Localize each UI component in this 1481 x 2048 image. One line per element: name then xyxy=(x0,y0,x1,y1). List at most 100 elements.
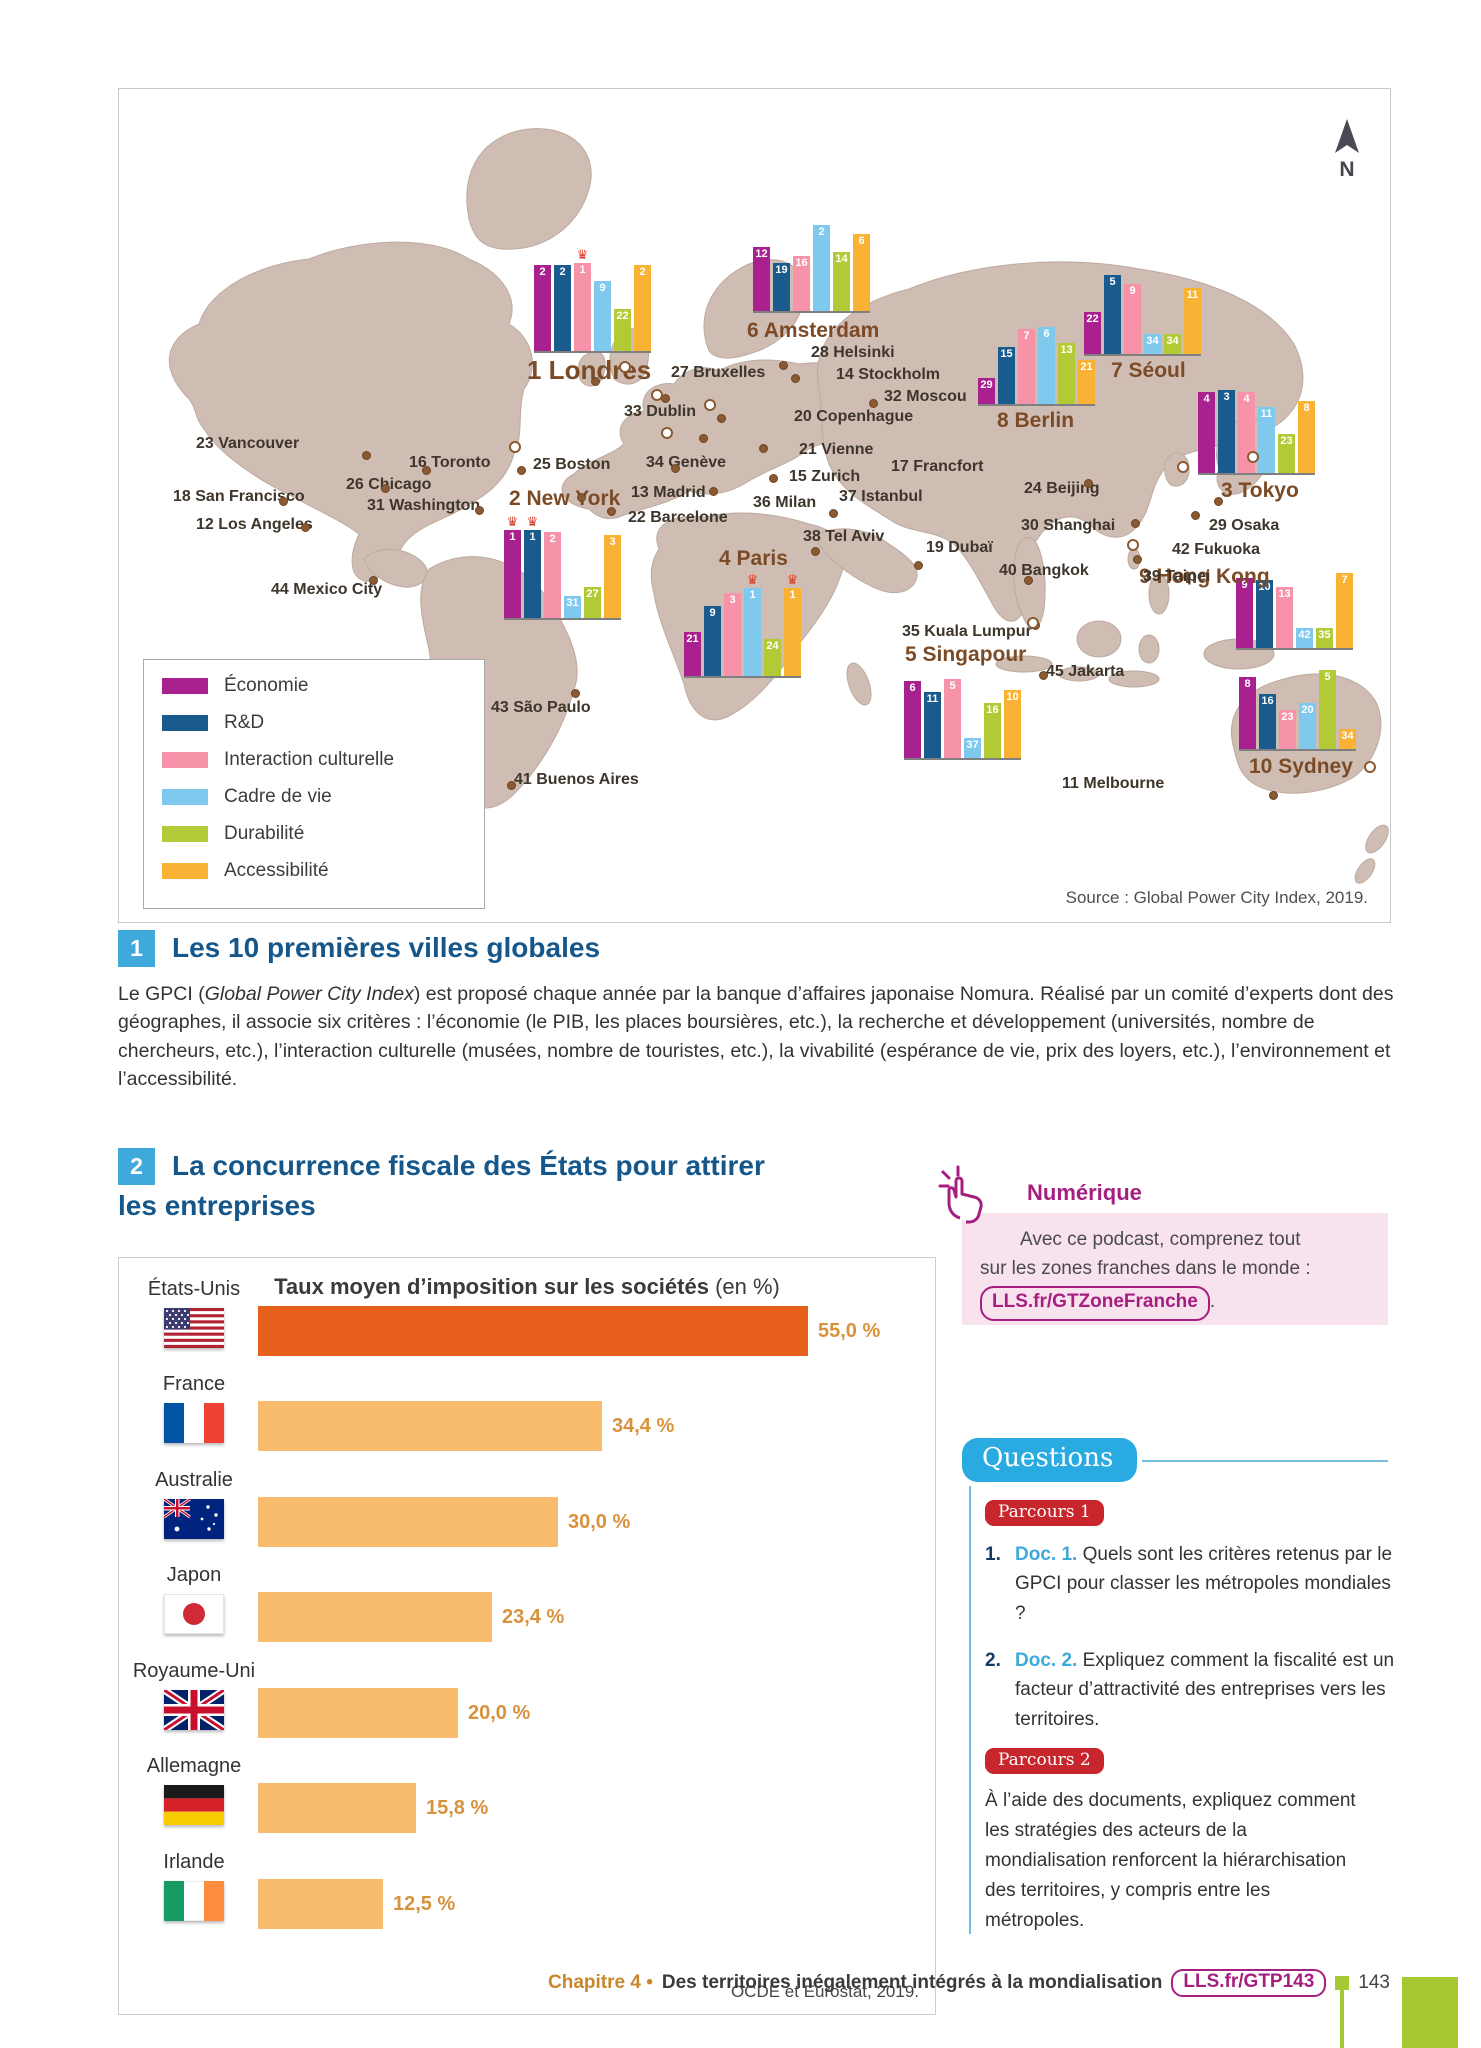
city-dot xyxy=(1024,576,1033,585)
gpci-bar-value: 23 xyxy=(1280,435,1293,447)
flag-france-icon xyxy=(164,1403,224,1443)
city-dot xyxy=(1191,511,1200,520)
gpci-bar: 2 xyxy=(554,265,571,351)
gpci-bar-value: 22 xyxy=(1086,313,1099,325)
city-dot xyxy=(381,484,390,493)
gpci-bar: 31 xyxy=(564,596,581,618)
gpci-bar-value: 6 xyxy=(858,235,865,247)
gpci-bar: 23 xyxy=(1278,434,1295,473)
legend-swatch-rd xyxy=(162,715,208,731)
city-rank-label: 6 Amsterdam xyxy=(747,319,880,342)
city-dot xyxy=(779,361,788,370)
questions-left-rule xyxy=(969,1486,971,1934)
crown-icon: ♛ xyxy=(506,514,519,529)
city-label: 37 Istanbul xyxy=(839,488,923,505)
city-dot xyxy=(607,507,616,516)
tax-bar xyxy=(258,1879,383,1929)
city-label: 21 Vienne xyxy=(799,441,874,458)
country-label: France xyxy=(119,1373,269,1449)
gpci-bar-value: 7 xyxy=(1023,330,1030,342)
gpci-bar: 5 xyxy=(1319,670,1336,749)
gpci-bar-value: 5 xyxy=(1324,671,1331,683)
city-label: 45 Jakarta xyxy=(1046,663,1125,680)
doc1-number-badge: 1 xyxy=(118,930,155,967)
city-ring-dot xyxy=(619,361,631,373)
city-dot xyxy=(914,561,923,570)
city-dot xyxy=(811,547,820,556)
gpci-bar-value: 16 xyxy=(986,704,999,716)
gpci-bar-value: 10 xyxy=(1258,581,1271,593)
gpci-bar: 21 xyxy=(1078,360,1095,404)
gpci-bar-value: 7 xyxy=(1341,574,1348,586)
legend-row: R&D xyxy=(162,712,484,734)
city-rank-label: 5 Singapour xyxy=(905,643,1027,666)
gpci-world-map: N Économie R&D Interaction culturelle Ca… xyxy=(118,88,1391,923)
country-label: Australie xyxy=(119,1469,269,1545)
gpci-city-chart: 1 ♛ 1 ♛ 2 31 27 3 xyxy=(504,515,621,620)
gpci-bar: 3 xyxy=(604,535,621,618)
city-rank-label: 7 Séoul xyxy=(1111,359,1186,382)
gpci-city-chart: 12 19 16 2 14 6 xyxy=(753,216,870,313)
gpci-bar-value: 34 xyxy=(1341,730,1354,742)
legend-row: Accessibilité xyxy=(162,860,484,882)
footer-link-badge[interactable]: LLS.fr/GTP143 xyxy=(1171,1969,1327,1997)
north-label: N xyxy=(1339,158,1355,181)
tax-value-label: 15,8 % xyxy=(426,1797,489,1819)
gpci-bar-value: 3 xyxy=(1223,391,1230,403)
tax-bar xyxy=(258,1497,558,1547)
city-label: 15 Zurich xyxy=(789,468,861,485)
gpci-city-chart: 9 10 13 42 35 7 xyxy=(1236,553,1353,650)
tax-row-japon: Japon 23,4 % xyxy=(119,1564,935,1656)
gpci-bar-value: 42 xyxy=(1298,629,1311,641)
flag-japon-icon xyxy=(163,1593,225,1635)
gpci-bar-value: 35 xyxy=(1318,629,1331,641)
gpci-bar-value: 5 xyxy=(1109,276,1116,288)
crown-icon: ♛ xyxy=(526,514,539,529)
legend-label: Économie xyxy=(224,675,309,696)
country-label: Japon xyxy=(119,1564,269,1640)
city-ring-dot xyxy=(509,441,521,453)
city-dot xyxy=(279,497,288,506)
gpci-bar-value: 11 xyxy=(1186,289,1199,301)
gpci-bar: 19 xyxy=(773,263,790,311)
gpci-bar: 1 ♛ xyxy=(524,515,541,618)
gpci-bar: 3 xyxy=(724,593,741,676)
city-label: 42 Fukuoka xyxy=(1172,541,1261,558)
city-dot xyxy=(829,509,838,518)
questions-badge: Questions xyxy=(962,1438,1138,1482)
gpci-bar: 21 xyxy=(684,632,701,676)
city-label: 36 Milan xyxy=(753,494,817,511)
city-label: 11 Melbourne xyxy=(1062,775,1165,792)
city-dot xyxy=(1084,479,1093,488)
gpci-bar: 2 xyxy=(544,532,561,618)
legend-row: Cadre de vie xyxy=(162,786,484,808)
gpci-bar: 1 ♛ xyxy=(504,515,521,618)
gpci-bar: 37 xyxy=(964,738,981,758)
numerique-link-badge[interactable]: LLS.fr/GTZoneFranche xyxy=(980,1286,1210,1321)
tax-value-label: 12,5 % xyxy=(393,1893,456,1915)
page-corner-tab xyxy=(1402,1977,1458,2048)
gpci-bar-value: 37 xyxy=(966,739,979,751)
tax-chart-source: OCDE et Eurostat, 2019. xyxy=(730,1982,919,2001)
city-label: 40 Bangkok xyxy=(999,562,1089,579)
legend-row: Durabilité xyxy=(162,823,484,845)
city-rank-label: 3 Tokyo xyxy=(1221,479,1299,502)
gpci-bar-value: 21 xyxy=(1080,361,1093,373)
gpci-bar: 13 xyxy=(1276,587,1293,648)
legend-label: Accessibilité xyxy=(224,860,329,881)
question-1: 1. Doc. 1. Quels sont les critères reten… xyxy=(985,1540,1405,1628)
gpci-city-chart: 6 11 5 37 16 10 xyxy=(904,663,1021,760)
city-label: 31 Washington xyxy=(367,497,481,514)
city-label: 12 Los Angeles xyxy=(196,516,313,533)
city-label: 33 Dublin xyxy=(624,403,697,420)
gpci-bar: 27 xyxy=(584,587,601,618)
city-dot xyxy=(1214,497,1223,506)
city-dot xyxy=(369,576,378,585)
gpci-bar-value: 31 xyxy=(566,597,579,609)
city-dot xyxy=(791,374,800,383)
gpci-bar-value: 15 xyxy=(1000,348,1013,360)
legend-label: R&D xyxy=(224,712,265,733)
city-dot xyxy=(591,377,600,386)
legend-swatch-cadre xyxy=(162,789,208,805)
city-label: 29 Osaka xyxy=(1209,517,1280,534)
